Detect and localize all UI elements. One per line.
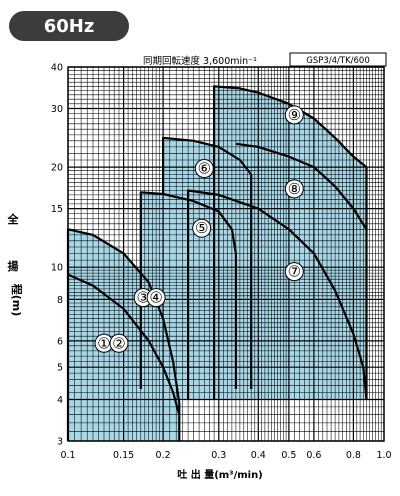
region-label-circle bbox=[192, 218, 212, 238]
region-boundary-5 bbox=[187, 189, 368, 400]
y-axis-label: 全 揚 程(m) bbox=[7, 212, 25, 316]
y-tick-label: 4 bbox=[57, 395, 63, 406]
y-tick-label: 30 bbox=[51, 104, 63, 115]
x-tick-labels: 0.1 0.15 0.2 0.3 0.4 0.5 0.6 0.8 1.0 bbox=[60, 450, 391, 461]
region-label-4-1: ⑥ bbox=[194, 159, 214, 178]
x-axis-label: 吐 出 量(m³/min) bbox=[177, 468, 263, 481]
region-label-6-1: ⑧ bbox=[284, 179, 304, 199]
region-label-circle bbox=[284, 105, 304, 125]
region-boundary-6 bbox=[235, 142, 368, 230]
region-boundary-1 bbox=[66, 228, 181, 441]
x-tick-label: 0.3 bbox=[211, 450, 226, 461]
region-label-text: ③ bbox=[136, 289, 149, 307]
region-label-3-1: ⑤ bbox=[192, 218, 212, 238]
y-axis-label-3: 程(m) bbox=[10, 284, 24, 317]
x-tick-label: 0.15 bbox=[113, 450, 134, 461]
x-tick-label: 1.0 bbox=[376, 450, 391, 461]
y-tick-label: 6 bbox=[57, 336, 63, 347]
region-label-text: ⑧ bbox=[288, 180, 301, 198]
region-label-circle bbox=[284, 262, 304, 282]
y-axis-label-2: 揚 bbox=[8, 259, 19, 273]
region-boundary-3 bbox=[139, 191, 237, 389]
x-tick-label: 0.2 bbox=[156, 450, 171, 461]
y-tick-label: 5 bbox=[57, 363, 63, 374]
region-label-circle bbox=[109, 333, 129, 353]
region-label-text: ⑥ bbox=[198, 160, 211, 178]
region-label-circle bbox=[284, 179, 304, 199]
region-label-text: ⑤ bbox=[195, 219, 208, 237]
y-tick-label: 8 bbox=[57, 295, 63, 306]
region-label-7-1: ⑨ bbox=[284, 105, 304, 125]
y-tick-label: 10 bbox=[51, 263, 63, 274]
badge-background bbox=[9, 11, 129, 41]
x-tick-label: 0.1 bbox=[60, 450, 75, 461]
model-box bbox=[289, 52, 387, 67]
y-tick-label: 40 bbox=[51, 63, 63, 74]
grid-lines bbox=[67, 66, 385, 442]
region-label-text: ⑦ bbox=[288, 263, 301, 281]
y-tick-label: 3 bbox=[57, 437, 63, 448]
model-label: GSP3/4/TK/600 bbox=[306, 56, 370, 66]
region-boundary-4 bbox=[162, 136, 253, 389]
x-tick-label: 0.5 bbox=[281, 450, 296, 461]
frequency-badge: 60Hz bbox=[9, 11, 129, 41]
x-tick-label: 0.6 bbox=[306, 450, 321, 461]
y-axis-label-1: 全 bbox=[7, 212, 20, 226]
chart-subtitle: 同期回転速度 3,600min⁻¹ bbox=[143, 55, 257, 67]
region-label-2-1: ③ bbox=[133, 288, 153, 308]
y-tick-labels: 3 4 5 6 8 10 15 20 30 40 bbox=[51, 63, 63, 448]
badge-text: 60Hz bbox=[44, 16, 95, 37]
y-tick-label: 20 bbox=[51, 163, 63, 174]
region-label-text: ① bbox=[97, 334, 110, 352]
region-label-1-2: ② bbox=[109, 333, 129, 353]
region-label-text: ④ bbox=[149, 289, 162, 307]
region-label-text: ⑨ bbox=[288, 106, 301, 124]
region-label-circle bbox=[146, 288, 166, 308]
x-tick-label: 0.8 bbox=[346, 450, 361, 461]
region-fills bbox=[68, 86, 367, 441]
region-label-circle bbox=[194, 159, 214, 178]
region-label-5-1: ⑦ bbox=[284, 262, 304, 282]
region-label-text: ② bbox=[112, 334, 125, 352]
region-labels: ① ② ③ ④ ⑤ ⑥ ⑦ ⑧ ⑨ bbox=[94, 105, 304, 353]
region-boundary-2 bbox=[67, 273, 181, 415]
region-label-2-2: ④ bbox=[146, 288, 166, 308]
y-tick-label: 15 bbox=[51, 204, 63, 215]
x-tick-label: 0.4 bbox=[251, 450, 266, 461]
